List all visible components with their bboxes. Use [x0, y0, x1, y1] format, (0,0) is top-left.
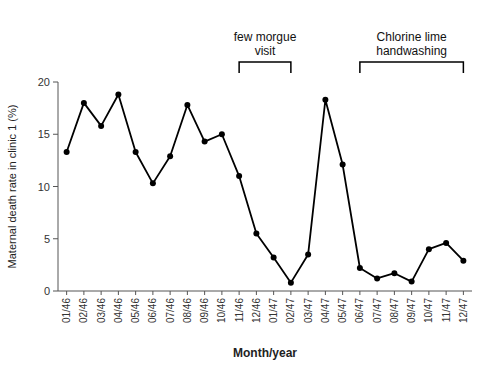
data-point — [443, 240, 449, 246]
x-tick-label: 02/46 — [78, 298, 89, 323]
annotation-text: Chlorine limehandwashing — [376, 30, 447, 58]
x-tick-label: 08/47 — [389, 298, 400, 323]
x-tick — [411, 291, 412, 295]
y-tick — [53, 134, 58, 135]
x-tick — [239, 291, 240, 295]
x-tick-label: 11/47 — [441, 298, 452, 323]
x-tick-label: 01/47 — [268, 298, 279, 323]
x-tick — [152, 291, 153, 295]
x-tick-label: 06/47 — [354, 298, 365, 323]
chart: 0 5 10 15 20 Maternal death rate in clinic 1 … — [0, 0, 487, 367]
y-tick-label: 5 — [44, 233, 50, 245]
data-point — [98, 123, 104, 129]
x-tick — [325, 291, 326, 295]
data-line — [67, 95, 464, 283]
x-tick-label: 11/46 — [234, 298, 245, 323]
data-point — [184, 102, 190, 108]
data-point — [288, 280, 294, 286]
annotation-bracket — [239, 62, 291, 73]
data-point — [253, 231, 259, 237]
x-tick-label: 10/47 — [423, 298, 434, 323]
x-tick-label: 07/47 — [372, 298, 383, 323]
x-tick-label: 12/46 — [251, 298, 262, 323]
x-tick-label: 09/46 — [199, 298, 210, 323]
y-tick-label: 20 — [38, 76, 50, 88]
x-tick — [187, 291, 188, 295]
x-tick — [170, 291, 171, 295]
x-tick-label: 05/47 — [337, 298, 348, 323]
annotation-text: few morguevisit — [234, 30, 297, 58]
data-point — [460, 258, 466, 264]
x-tick — [101, 291, 102, 295]
annotation-text-line: handwashing — [376, 44, 447, 58]
x-tick — [446, 291, 447, 295]
annotation-bracket — [360, 62, 464, 73]
x-tick-label: 04/47 — [320, 298, 331, 323]
plot-area — [64, 92, 467, 286]
data-point — [391, 270, 397, 276]
x-tick — [463, 291, 464, 295]
x-tick-label: 04/46 — [113, 298, 124, 323]
x-tick-label: 06/46 — [147, 298, 158, 323]
x-tick — [256, 291, 257, 295]
data-point — [115, 92, 121, 98]
x-tick — [135, 291, 136, 295]
x-tick-label: 09/47 — [406, 298, 417, 323]
x-tick-label: 03/46 — [96, 298, 107, 323]
data-point — [202, 139, 208, 145]
x-tick — [83, 291, 84, 295]
x-tick — [273, 291, 274, 295]
annotation-text-line: Chlorine lime — [377, 30, 447, 44]
x-tick — [290, 291, 291, 295]
data-point — [322, 97, 328, 103]
y-tick-label: 0 — [44, 285, 50, 297]
x-tick-label: 03/47 — [303, 298, 314, 323]
x-tick — [394, 291, 395, 295]
data-point — [409, 279, 415, 285]
y-axis-label: Maternal death rate in clinic 1 (%) — [6, 105, 18, 269]
x-tick-label: 10/46 — [216, 298, 227, 323]
x-tick-label: 05/46 — [130, 298, 141, 323]
x-tick — [359, 291, 360, 295]
y-tick — [53, 291, 58, 292]
y-tick-label: 15 — [38, 128, 50, 140]
data-point — [340, 162, 346, 168]
x-axis-line — [58, 291, 472, 292]
x-tick-label: 02/47 — [285, 298, 296, 323]
x-tick — [66, 291, 67, 295]
x-tick — [428, 291, 429, 295]
y-tick-label: 10 — [38, 181, 50, 193]
data-point — [64, 149, 70, 155]
data-point — [167, 153, 173, 159]
data-point — [133, 149, 139, 155]
data-point — [271, 255, 277, 261]
annotation-text-line: visit — [255, 44, 276, 58]
x-tick-label: 01/46 — [61, 298, 72, 323]
x-tick-label: 07/46 — [165, 298, 176, 323]
y-tick — [53, 186, 58, 187]
data-point — [236, 173, 242, 179]
data-point — [357, 265, 363, 271]
x-tick-label: 12/47 — [458, 298, 469, 323]
x-tick — [204, 291, 205, 295]
x-tick — [377, 291, 378, 295]
data-point — [426, 246, 432, 252]
data-point — [305, 251, 311, 257]
x-tick — [118, 291, 119, 295]
annotation-text-line: few morgue — [234, 30, 297, 44]
data-point — [150, 180, 156, 186]
x-tick-label: 08/46 — [182, 298, 193, 323]
y-tick — [53, 238, 58, 239]
x-tick — [308, 291, 309, 295]
data-point — [374, 275, 380, 281]
data-point — [81, 100, 87, 106]
x-tick — [342, 291, 343, 295]
x-tick — [221, 291, 222, 295]
x-axis-label: Month/year — [233, 346, 297, 360]
y-tick — [53, 82, 58, 83]
data-point — [219, 131, 225, 137]
